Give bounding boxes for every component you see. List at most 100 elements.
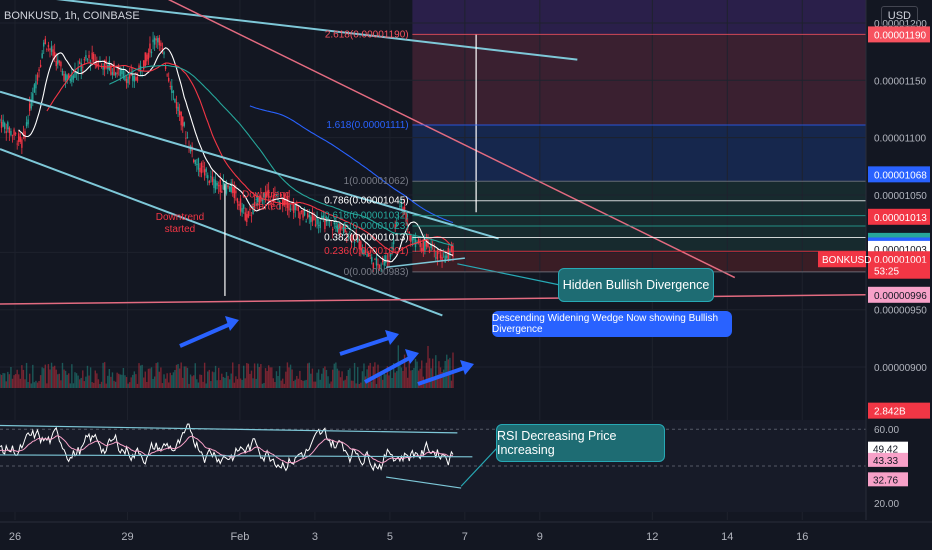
candle-body [152,39,154,43]
candle-body [410,234,412,242]
volume-bar [414,358,417,388]
candle-body [339,223,342,231]
volume-bar [361,371,364,388]
volume-bar [111,372,114,388]
volume-bar [424,381,426,388]
candle-body [436,250,439,260]
volume-bar [102,362,104,388]
volume-bar [405,367,407,388]
candle-body [389,253,392,257]
candle-body [347,236,350,238]
volume-bar [299,370,301,388]
rsi-tick-label: 60.00 [874,425,899,436]
volume-bar [71,364,73,388]
volume-bar [402,370,404,388]
volume-bar [38,380,40,388]
candle-body [21,139,23,148]
fib-label: 0.236(0.00001001) [324,246,409,257]
candle-body [177,106,179,111]
volume-bar [60,380,62,388]
volume-bar [328,383,331,388]
candle-body [102,66,104,70]
volume-bar [69,383,71,388]
candle-body [439,254,442,259]
candle-body [158,37,161,46]
volume-bar [419,368,421,388]
moving-average-line [46,62,454,253]
candle-body [400,202,403,208]
volume-bar [103,362,106,388]
volume-bar [199,374,201,388]
volume-bar [188,383,190,388]
candle-body [232,186,234,193]
candle-body [149,43,151,53]
volume-bar [314,381,317,388]
candle-body [260,195,262,202]
currency-selector[interactable]: USD [880,6,918,26]
volume-bar [174,369,176,388]
candle-body [114,72,117,76]
volume-bar [128,382,131,388]
candle-body [292,204,295,213]
volume-bar [391,377,393,388]
volume-bar [375,383,378,388]
candle-body [228,186,231,192]
volume-bar [133,371,136,388]
arrow-mark [364,353,416,384]
time-tick-label: Feb [230,531,249,543]
candle-body [80,63,82,72]
volume-bar [205,383,207,388]
volume-bar [371,381,373,388]
volume-bar [108,369,111,388]
candle-body [18,133,20,142]
time-tick-label: 12 [646,531,658,543]
candle-body [147,52,150,60]
volume-bar [282,378,284,388]
rsi-trendline [386,476,462,489]
arrow-mark [385,330,399,345]
volume-bar [213,372,215,388]
volume-bar [0,374,3,388]
volume-bar [91,382,93,388]
volume-bar [417,370,420,388]
candle-body [194,159,196,165]
price-badge [868,26,930,43]
rsi-trendline [0,424,458,434]
trendline [0,148,443,317]
volume-bar [72,383,75,388]
candle-body [249,208,251,210]
candle-body [236,198,239,203]
volume-bar [221,373,223,388]
candle-body [399,205,401,207]
candle-body [282,198,284,206]
volume-bar [263,382,265,388]
candle-body [299,212,301,219]
candle-body [327,217,329,220]
volume-bar [41,367,43,388]
candle-body [208,181,211,183]
candle-body [319,221,321,229]
candle-body [371,257,373,262]
rsi-badge-text: 32.76 [873,475,898,486]
candle-body [210,176,212,178]
candle-body [88,54,90,58]
volume-bar [27,382,29,388]
candle-body [311,213,314,222]
candle-body [132,73,134,81]
candle-body [171,85,173,93]
volume-bar [325,369,328,388]
volume-bar [441,371,443,388]
volume-bar [35,380,37,388]
candle-body [244,212,246,221]
time-tick-label: 26 [9,531,21,543]
volume-bar [28,373,31,388]
price-badge-text: 53:25 [874,267,899,278]
volume-bar [294,379,296,388]
volume-bar [269,367,271,388]
candle-body [82,66,84,68]
fib-bands [412,0,866,272]
volume-bar [400,367,403,388]
candle-body [183,122,186,126]
